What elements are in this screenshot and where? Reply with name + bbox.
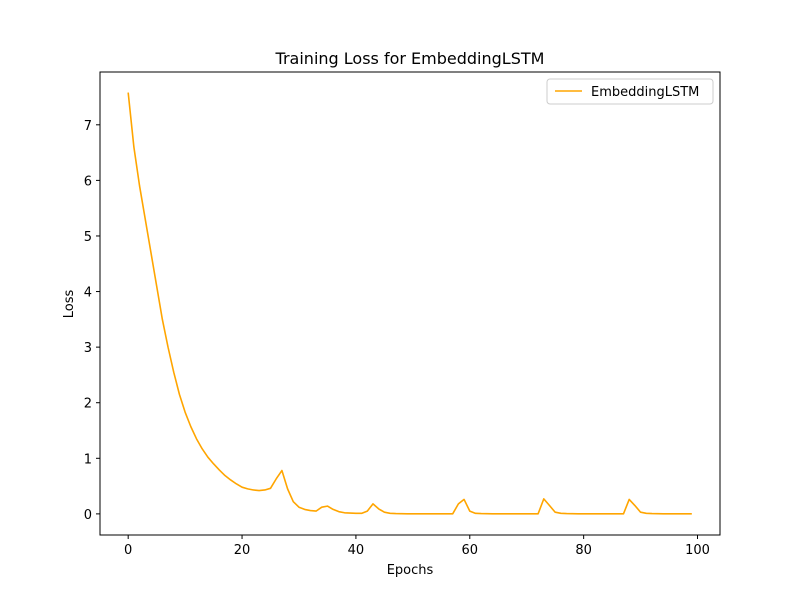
legend: EmbeddingLSTM <box>546 78 714 105</box>
x-tick-label: 100 <box>685 543 710 558</box>
legend-box <box>546 78 714 105</box>
y-tick-label: 0 <box>84 508 92 523</box>
y-axis-label: Loss <box>62 290 77 319</box>
y-tick-label: 3 <box>84 341 92 356</box>
y-tick-label: 2 <box>84 397 92 412</box>
y-axis-ticks: 0 1 2 3 4 5 6 7 <box>84 119 100 523</box>
y-tick-label: 5 <box>84 230 92 245</box>
y-tick-label: 4 <box>84 286 92 301</box>
x-tick-label: 40 <box>348 543 365 558</box>
x-tick-label: 60 <box>462 543 479 558</box>
x-tick-label: 20 <box>234 543 251 558</box>
plot-area <box>99 71 721 536</box>
x-tick-label: 0 <box>124 543 132 558</box>
y-tick-label: 1 <box>84 452 92 467</box>
legend-label: EmbeddingLSTM <box>591 85 699 100</box>
chart-title: Training Loss for EmbeddingLSTM <box>275 49 545 68</box>
y-tick-label: 6 <box>84 174 92 189</box>
plot-frame <box>99 71 721 536</box>
x-axis-ticks: 0 20 40 60 80 100 <box>124 535 710 558</box>
x-axis-label: Epochs <box>387 563 434 578</box>
x-tick-label: 80 <box>575 543 592 558</box>
y-tick-label: 7 <box>84 119 92 134</box>
series-line-embeddinglstm <box>127 92 692 515</box>
